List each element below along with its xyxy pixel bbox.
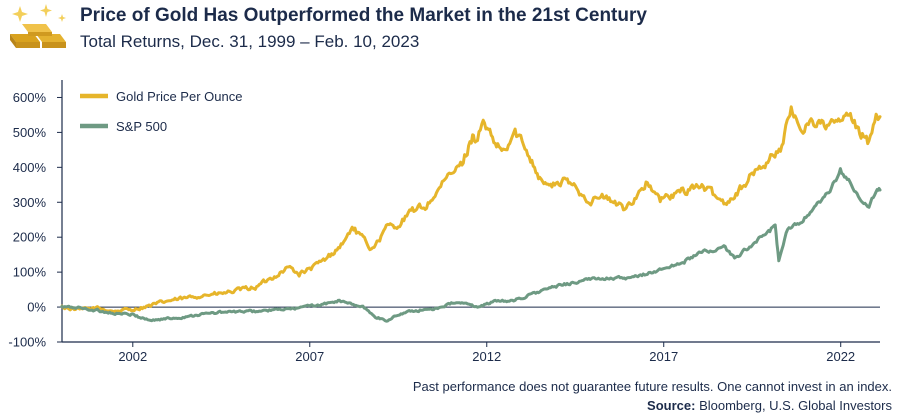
chart-subtitle: Total Returns, Dec. 31, 1999 – Feb. 10, … bbox=[80, 32, 420, 51]
x-tick-label: 2012 bbox=[472, 349, 501, 364]
y-tick-label: 0% bbox=[27, 300, 46, 315]
y-tick-label: 600% bbox=[13, 90, 47, 105]
y-tick-label: 100% bbox=[13, 265, 47, 280]
y-tick-label: 200% bbox=[13, 230, 47, 245]
y-tick-label: 500% bbox=[13, 125, 47, 140]
gold-bars-icon bbox=[10, 4, 66, 48]
gold-price-line bbox=[60, 105, 882, 314]
legend-label: Gold Price Per Ounce bbox=[116, 89, 242, 104]
disclaimer-note: Past performance does not guarantee futu… bbox=[412, 379, 892, 394]
x-tick-label: 2022 bbox=[826, 349, 855, 364]
chart-title: Price of Gold Has Outperformed the Marke… bbox=[80, 5, 647, 26]
source-text: Bloomberg, U.S. Global Investors bbox=[699, 398, 892, 413]
y-tick-label: -100% bbox=[8, 335, 46, 350]
y-tick-label: 300% bbox=[13, 195, 47, 210]
line-chart: -100% 0% 100% 200% 300% 400% 500% 600% 2002 2007 2… bbox=[8, 80, 882, 364]
source-label: Source: bbox=[647, 398, 696, 413]
legend-label: S&P 500 bbox=[116, 119, 167, 134]
x-tick-label: 2017 bbox=[649, 349, 678, 364]
sp500-line bbox=[60, 167, 882, 323]
source-note: Source: Bloomberg, U.S. Global Investors bbox=[647, 398, 892, 413]
x-tick-label: 2002 bbox=[118, 349, 147, 364]
y-tick-label: 400% bbox=[13, 160, 47, 175]
chart-header: Price of Gold Has Outperformed the Marke… bbox=[0, 0, 900, 60]
x-tick-label: 2007 bbox=[295, 349, 324, 364]
